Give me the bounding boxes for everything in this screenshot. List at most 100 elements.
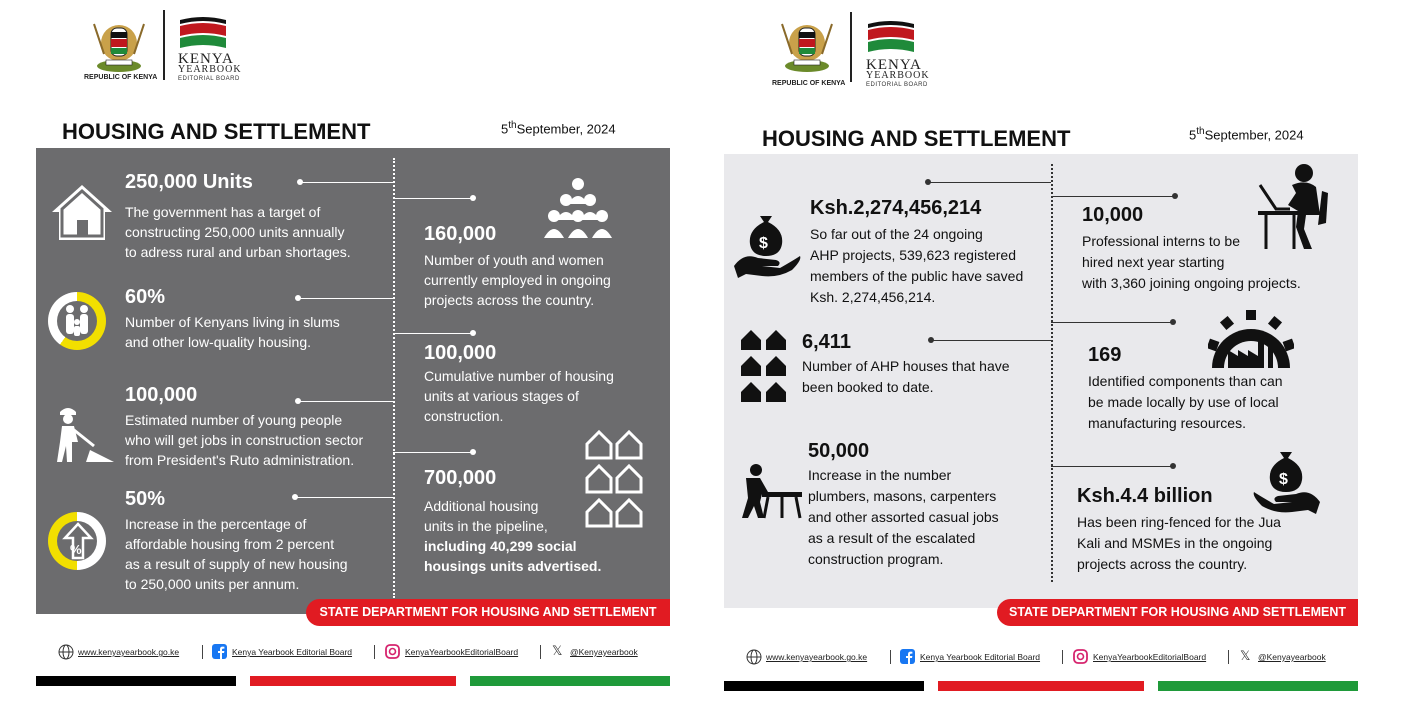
- stat-desc: Increase in the number plumbers, masons, …: [808, 467, 999, 567]
- stat-desc: The government has a target of constructi…: [125, 204, 351, 260]
- connector-dot: [470, 330, 476, 336]
- x-twitter-icon: 𝕏: [1240, 648, 1251, 663]
- stat-value: 10,000: [1082, 204, 1144, 226]
- social-divider: [1228, 650, 1229, 664]
- connector-dot: [925, 179, 931, 185]
- houses-grid-icon: [585, 429, 643, 528]
- coat-of-arms-icon: [93, 23, 145, 72]
- flag-bar-red: [938, 681, 1144, 691]
- connector: [393, 333, 473, 334]
- center-divider: [1051, 164, 1053, 582]
- stat-value: 100,000: [424, 342, 497, 364]
- stat-value: 6,411: [802, 331, 851, 353]
- stat-value: 250,000 Units: [125, 171, 253, 193]
- connector: [393, 198, 473, 199]
- stats-panel: [36, 148, 670, 614]
- social-divider: [202, 645, 203, 659]
- stat-value: 169: [1088, 344, 1122, 366]
- date-label: 5thSeptember, 2024: [501, 120, 616, 137]
- kenya-flag-swoosh-icon: [868, 21, 914, 52]
- connector: [931, 340, 1051, 341]
- center-divider: [393, 158, 395, 598]
- worker-shovel-icon: [57, 408, 114, 462]
- brand-yearbook: YEARBOOK: [866, 70, 930, 81]
- stat-desc: Number of Kenyans living in slums and oth…: [125, 314, 340, 350]
- people-group-icon: [544, 178, 612, 238]
- stat-desc: Additional housing units in the pipeline,…: [424, 498, 602, 574]
- stat-value: 160,000: [424, 223, 497, 245]
- connector: [1051, 196, 1175, 197]
- brand-editorial: EDITORIAL BOARD: [178, 76, 240, 82]
- website-link[interactable]: www.kenyayearbook.go.ke: [766, 652, 868, 662]
- header-divider: [850, 12, 852, 82]
- connector: [928, 182, 1051, 183]
- factory-gear-icon: [1208, 310, 1294, 368]
- stat-value: 100,000: [125, 384, 198, 406]
- department-banner: STATE DEPARTMENT FOR HOUSING AND SETTLEM…: [997, 599, 1358, 626]
- stat-value: 50,000: [808, 440, 870, 462]
- website-link[interactable]: www.kenyayearbook.go.ke: [78, 647, 180, 657]
- facebook-link[interactable]: Kenya Yearbook Editorial Board: [920, 652, 1041, 662]
- connector-dot: [1172, 193, 1178, 199]
- social-divider: [374, 645, 375, 659]
- page-title: HOUSING AND SETTLEMENT: [762, 126, 1071, 151]
- connector: [1051, 466, 1173, 467]
- money-hand-icon: $: [734, 216, 801, 278]
- connector: [295, 497, 393, 498]
- instagram-icon: [385, 644, 400, 659]
- connector-dot: [297, 179, 303, 185]
- svg-text:$: $: [1279, 471, 1288, 488]
- x-link[interactable]: @Kenyayearbook: [570, 647, 638, 657]
- brand-kenya: KENYA: [866, 57, 922, 73]
- connector-dot: [470, 449, 476, 455]
- flag-bar-red: [250, 676, 456, 686]
- flag-bar-green: [470, 676, 670, 686]
- stat-desc: Estimated number of young people who will…: [125, 412, 364, 468]
- stat-value: 700,000: [424, 467, 497, 489]
- social-divider: [890, 650, 891, 664]
- instagram-icon: [1073, 649, 1088, 664]
- percent-arrow-icon: %: [62, 522, 94, 560]
- globe-icon: [746, 649, 762, 665]
- facebook-icon: [900, 649, 915, 664]
- family-icon: [66, 305, 88, 336]
- flag-bar-black: [36, 676, 236, 686]
- instagram-link[interactable]: KenyaYearbookEditorialBoard: [405, 647, 519, 657]
- kenya-flag-swoosh-icon: [180, 17, 226, 48]
- connector-dot: [1170, 463, 1176, 469]
- brand-kenya: KENYA: [178, 51, 234, 67]
- computer-worker-icon: [1258, 164, 1328, 249]
- stat-desc: So far out of the 24 ongoing AHP projects…: [810, 226, 1024, 305]
- stat-desc: Increase in the percentage of affordable …: [125, 516, 348, 592]
- svg-text:$: $: [759, 235, 768, 252]
- connector: [393, 452, 473, 453]
- facebook-link[interactable]: Kenya Yearbook Editorial Board: [232, 647, 353, 657]
- x-twitter-icon: 𝕏: [552, 643, 563, 658]
- stat-value: 60%: [125, 286, 166, 308]
- connector-dot: [1170, 319, 1176, 325]
- stat-value: Ksh.2,274,456,214: [810, 197, 982, 219]
- connector: [1051, 322, 1173, 323]
- instagram-link[interactable]: KenyaYearbookEditorialBoard: [1093, 652, 1207, 662]
- stat-value: 50%: [125, 488, 166, 510]
- facebook-icon: [212, 644, 227, 659]
- coat-of-arms-icon: [781, 23, 833, 72]
- globe-icon: [58, 644, 74, 660]
- house-icon: [52, 185, 112, 240]
- x-link[interactable]: @Kenyayearbook: [1258, 652, 1326, 662]
- header-divider: [163, 10, 165, 80]
- stat-desc: Has been ring-fenced for the Jua Kali and…: [1077, 514, 1281, 572]
- flag-bar-green: [1158, 681, 1358, 691]
- department-banner: STATE DEPARTMENT FOR HOUSING AND SETTLEM…: [306, 599, 670, 626]
- brand-editorial: EDITORIAL BOARD: [866, 82, 928, 88]
- brand-yearbook: YEARBOOK: [178, 64, 242, 75]
- stat-desc: Professional interns to be hired next yea…: [1082, 233, 1301, 291]
- money-hand-icon: $: [1253, 452, 1320, 514]
- carpenter-icon: [742, 464, 802, 519]
- houses-grid-icon: [741, 330, 786, 402]
- connector-dot: [470, 195, 476, 201]
- flag-bar-black: [724, 681, 924, 691]
- connector-dot: [295, 398, 301, 404]
- connector: [298, 298, 393, 299]
- stat-desc: Number of youth and women currently emplo…: [424, 252, 611, 308]
